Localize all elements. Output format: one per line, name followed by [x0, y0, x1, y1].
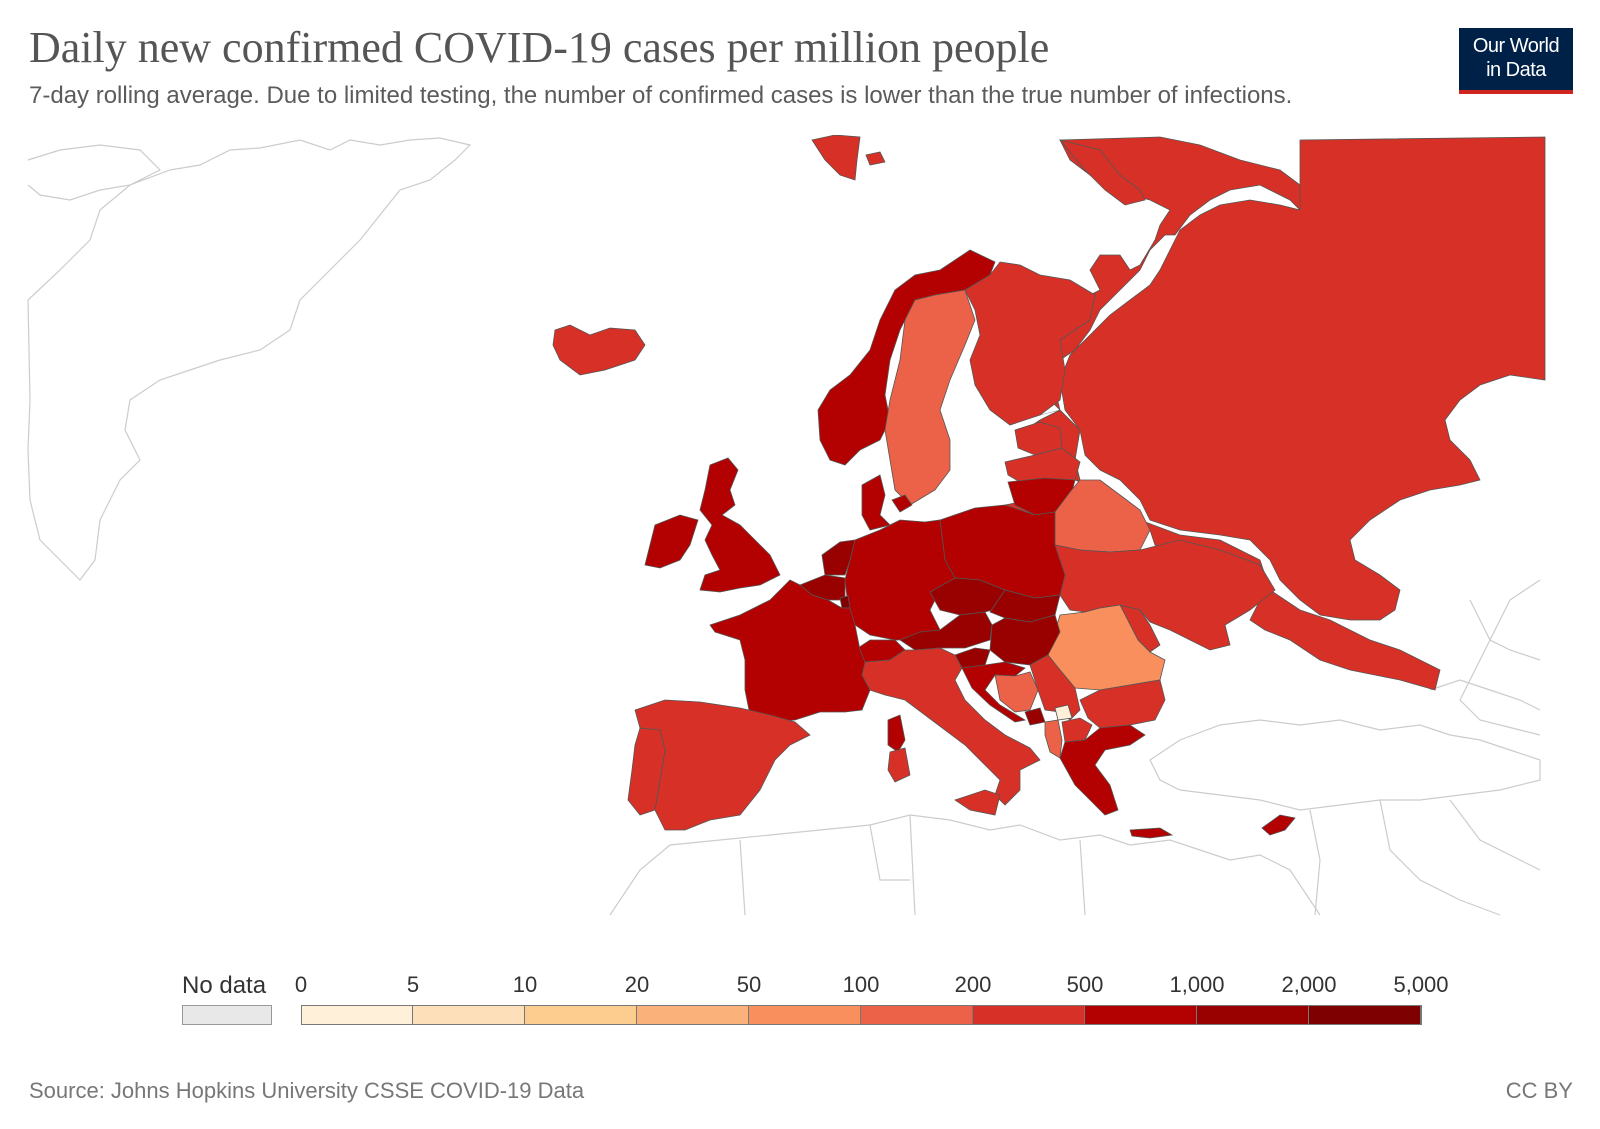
legend-bin-swatch[interactable]	[301, 1005, 413, 1025]
legend-tick-label: 1,000	[1169, 972, 1225, 997]
legend-tick-label: 5,000	[1393, 972, 1449, 997]
africa-borders	[739, 814, 1086, 916]
caucasus-outline	[1429, 599, 1541, 711]
source-note[interactable]: Source: Johns Hopkins University CSSE CO…	[29, 1078, 585, 1103]
legend-tick-label: 0	[294, 972, 308, 997]
logo-line-1: Our World	[1472, 35, 1560, 57]
legend-tick-label: 2,000	[1281, 972, 1337, 997]
region-hungary	[989, 614, 1061, 666]
legend-bin-swatch[interactable]	[637, 1005, 749, 1025]
legend-bin-swatch[interactable]	[1309, 1005, 1421, 1025]
legend-tick-label: 20	[624, 972, 650, 997]
region-finland	[964, 261, 1096, 426]
region-cyprus	[1261, 814, 1296, 836]
region-ireland	[644, 514, 699, 569]
region-crete	[1129, 827, 1174, 839]
middle-east-outline	[1309, 579, 1541, 916]
region-sardinia	[887, 714, 906, 753]
color-legend: No data 0 5 10 20 50 100 200 500 1,000 2,000 5,000	[0, 955, 1600, 1035]
turkey-outline	[1149, 719, 1541, 811]
chart-title: Daily new confirmed COVID-19 cases per m…	[29, 23, 1050, 72]
region-iceland	[552, 324, 646, 376]
region-novaya-zemlya	[1058, 139, 1146, 206]
chart-subtitle: 7-day rolling average. Due to limited te…	[29, 82, 1293, 109]
license-note[interactable]: CC BY	[1505, 1078, 1573, 1103]
baffin-outline	[27, 144, 162, 201]
no-data-regions	[27, 137, 1541, 916]
legend-bin-swatch[interactable]	[973, 1005, 1085, 1025]
europe-map	[27, 135, 1546, 916]
logo-line-2: in Data	[1486, 59, 1546, 81]
region-albania	[1044, 719, 1063, 759]
north-africa-outline	[609, 814, 1321, 916]
legend-tick-label: 10	[512, 972, 538, 997]
owid-logo[interactable]: Our World in Data	[1459, 28, 1573, 94]
greenland-outline	[27, 137, 472, 581]
region-luxembourg	[839, 595, 851, 609]
region-croatia	[961, 661, 1027, 723]
region-sweden	[884, 289, 976, 506]
svalbard	[811, 135, 886, 181]
region-bulgaria	[1079, 679, 1166, 729]
region-ukraine	[1054, 539, 1276, 651]
legend-bin-swatch[interactable]	[749, 1005, 861, 1025]
region-portugal	[627, 727, 666, 816]
legend-bin-swatch[interactable]	[1197, 1005, 1309, 1025]
detail-borders	[944, 409, 1061, 579]
legend-bin-swatch[interactable]	[413, 1005, 525, 1025]
region-greece	[1059, 724, 1146, 816]
legend-bin-swatch[interactable]	[861, 1005, 973, 1025]
legend-tick-label: 500	[1066, 972, 1104, 997]
region-germany	[844, 519, 956, 641]
region-france	[709, 579, 871, 723]
region-north-macedonia	[1061, 717, 1093, 743]
region-italy	[861, 647, 1041, 806]
legend-tick-label: 100	[842, 972, 880, 997]
legend-bin-swatch[interactable]	[525, 1005, 637, 1025]
legend-bin-swatch[interactable]	[1085, 1005, 1197, 1025]
region-corsica	[887, 747, 911, 783]
region-kosovo	[1054, 704, 1073, 721]
legend-no-data-swatch[interactable]	[182, 1005, 272, 1025]
region-sicily	[954, 789, 1001, 816]
region-denmark	[861, 474, 913, 531]
region-russia	[1024, 136, 1546, 691]
legend-tick-label: 50	[736, 972, 762, 997]
legend-tick-label: 200	[954, 972, 992, 997]
legend-no-data-label: No data	[182, 972, 267, 999]
legend-tick-label: 5	[406, 972, 420, 997]
region-serbia	[1029, 654, 1081, 721]
region-bosnia	[994, 671, 1039, 713]
region-uk	[699, 457, 781, 593]
